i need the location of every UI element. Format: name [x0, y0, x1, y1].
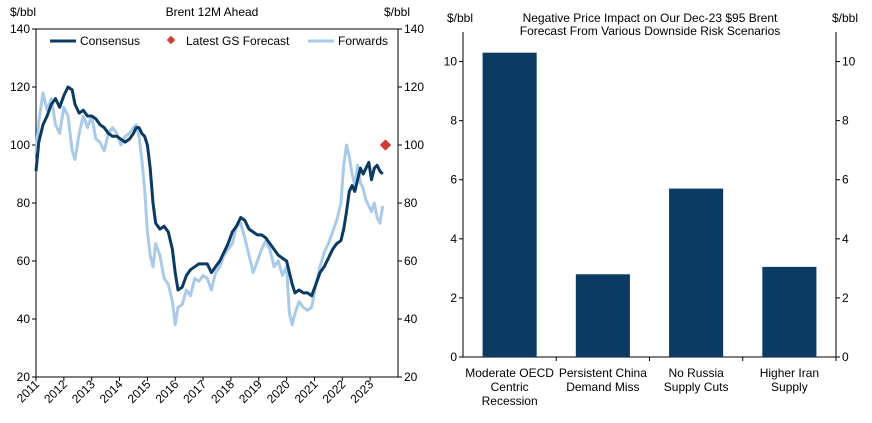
- x-tick-label: 2022: [320, 377, 349, 406]
- left-y-tick-label: 100: [10, 138, 30, 152]
- x-tick-label: 2013: [69, 377, 98, 406]
- left-chart-legend: Consensus Latest GS Forecast Forwards: [50, 34, 388, 48]
- bar-right-y-tick-label: 8: [842, 114, 849, 128]
- bar-category-label: Higher Iran: [760, 366, 819, 380]
- right-chart-y-axis-label-left: $/bbl: [447, 11, 473, 25]
- x-tick-label: 2015: [125, 377, 154, 406]
- left-chart-plot-frame: [35, 28, 399, 378]
- bar-right-y-tick-label: 2: [842, 291, 849, 305]
- bar-left-y-tick-label: 10: [444, 55, 458, 69]
- left-chart-y-ticks: 20 20 40 40 60 60 80 80 100 100 120 120 140 140: [10, 22, 424, 384]
- x-tick-label: 2014: [97, 377, 126, 406]
- right-y-tick-label: 120: [404, 80, 424, 94]
- right-chart-y-axis-label-right: $/bbl: [832, 11, 858, 25]
- legend-forwards-label: Forwards: [338, 34, 388, 48]
- bar-left-y-tick-label: 4: [450, 232, 457, 246]
- scenario-bar: [669, 188, 724, 357]
- x-tick-label: 2020: [264, 377, 293, 406]
- bar-category-label: Moderate OECD: [465, 366, 554, 380]
- bar-category-label: No Russia: [668, 366, 724, 380]
- bar-left-y-tick-label: 6: [450, 173, 457, 187]
- bar-left-y-tick-label: 8: [450, 114, 457, 128]
- scenario-bar: [482, 52, 537, 357]
- bar-right-y-tick-label: 4: [842, 232, 849, 246]
- legend-consensus-label: Consensus: [80, 34, 140, 48]
- x-tick-label: 2019: [236, 377, 265, 406]
- right-y-tick-label: 80: [404, 196, 418, 210]
- right-y-tick-label: 140: [404, 22, 424, 36]
- right-y-tick-label: 40: [404, 312, 418, 326]
- bar-left-y-tick-label: 2: [450, 291, 457, 305]
- legend-gs-forecast-swatch: [166, 35, 176, 45]
- x-tick-label: 2021: [292, 377, 321, 406]
- right-y-tick-label: 20: [404, 370, 418, 384]
- gs-forecast-point: [379, 139, 392, 151]
- legend-gs-forecast-label: Latest GS Forecast: [186, 34, 290, 48]
- left-y-tick-label: 60: [17, 254, 31, 268]
- bar-right-y-tick-label: 0: [842, 350, 849, 364]
- left-chart-x-ticks: 2011 2012 2013 2014 2015 2016 2017 2018 2019 2020…: [14, 377, 377, 406]
- bar-right-y-tick-label: 10: [842, 55, 856, 69]
- x-tick-label: 2016: [153, 377, 182, 406]
- scenario-bar: [575, 274, 630, 357]
- left-chart-title: Brent 12M Ahead: [166, 5, 259, 19]
- left-y-tick-label: 120: [10, 80, 30, 94]
- left-chart-y-axis-label-right: $/bbl: [384, 5, 410, 19]
- bar-right-y-tick-label: 6: [842, 173, 849, 187]
- left-y-tick-label: 20: [17, 370, 31, 384]
- x-tick-label: 2017: [180, 377, 209, 406]
- bar-category-label: Centric: [491, 380, 529, 394]
- right-y-tick-label: 60: [404, 254, 418, 268]
- right-chart-bars: [482, 52, 817, 357]
- left-chart-y-axis-label-left: $/bbl: [10, 5, 36, 19]
- left-y-tick-label: 140: [10, 22, 30, 36]
- bar-category-label: Supply Cuts: [664, 380, 729, 394]
- bar-category-label: Persistent China: [559, 366, 647, 380]
- scenario-bar: [762, 266, 817, 357]
- forwards-series-line: [34, 91, 385, 327]
- right-chart-title-line-1: Negative Price Impact on Our Dec-23 $95 …: [523, 11, 778, 25]
- right-chart-y-ticks: 0 0 2 2 4 4 6 6 8 8 10 10: [444, 55, 856, 364]
- gs-forecast-markers: [379, 139, 392, 151]
- bar-category-label: Demand Miss: [566, 380, 639, 394]
- left-y-tick-label: 40: [17, 312, 31, 326]
- x-tick-label: 2023: [347, 377, 376, 406]
- consensus-series-line: [34, 85, 384, 298]
- bar-category-label: Recession: [482, 394, 538, 408]
- left-y-tick-label: 80: [17, 196, 31, 210]
- x-tick-label: 2018: [208, 377, 237, 406]
- right-chart-title-line-2: Forecast From Various Downside Risk Scen…: [520, 24, 781, 38]
- bar-left-y-tick-label: 0: [450, 350, 457, 364]
- bar-category-label: Supply: [771, 380, 808, 394]
- right-y-tick-label: 100: [404, 138, 424, 152]
- downside-risk-bar-chart: Negative Price Impact on Our Dec-23 $95 …: [444, 11, 858, 408]
- x-tick-label: 2012: [41, 377, 70, 406]
